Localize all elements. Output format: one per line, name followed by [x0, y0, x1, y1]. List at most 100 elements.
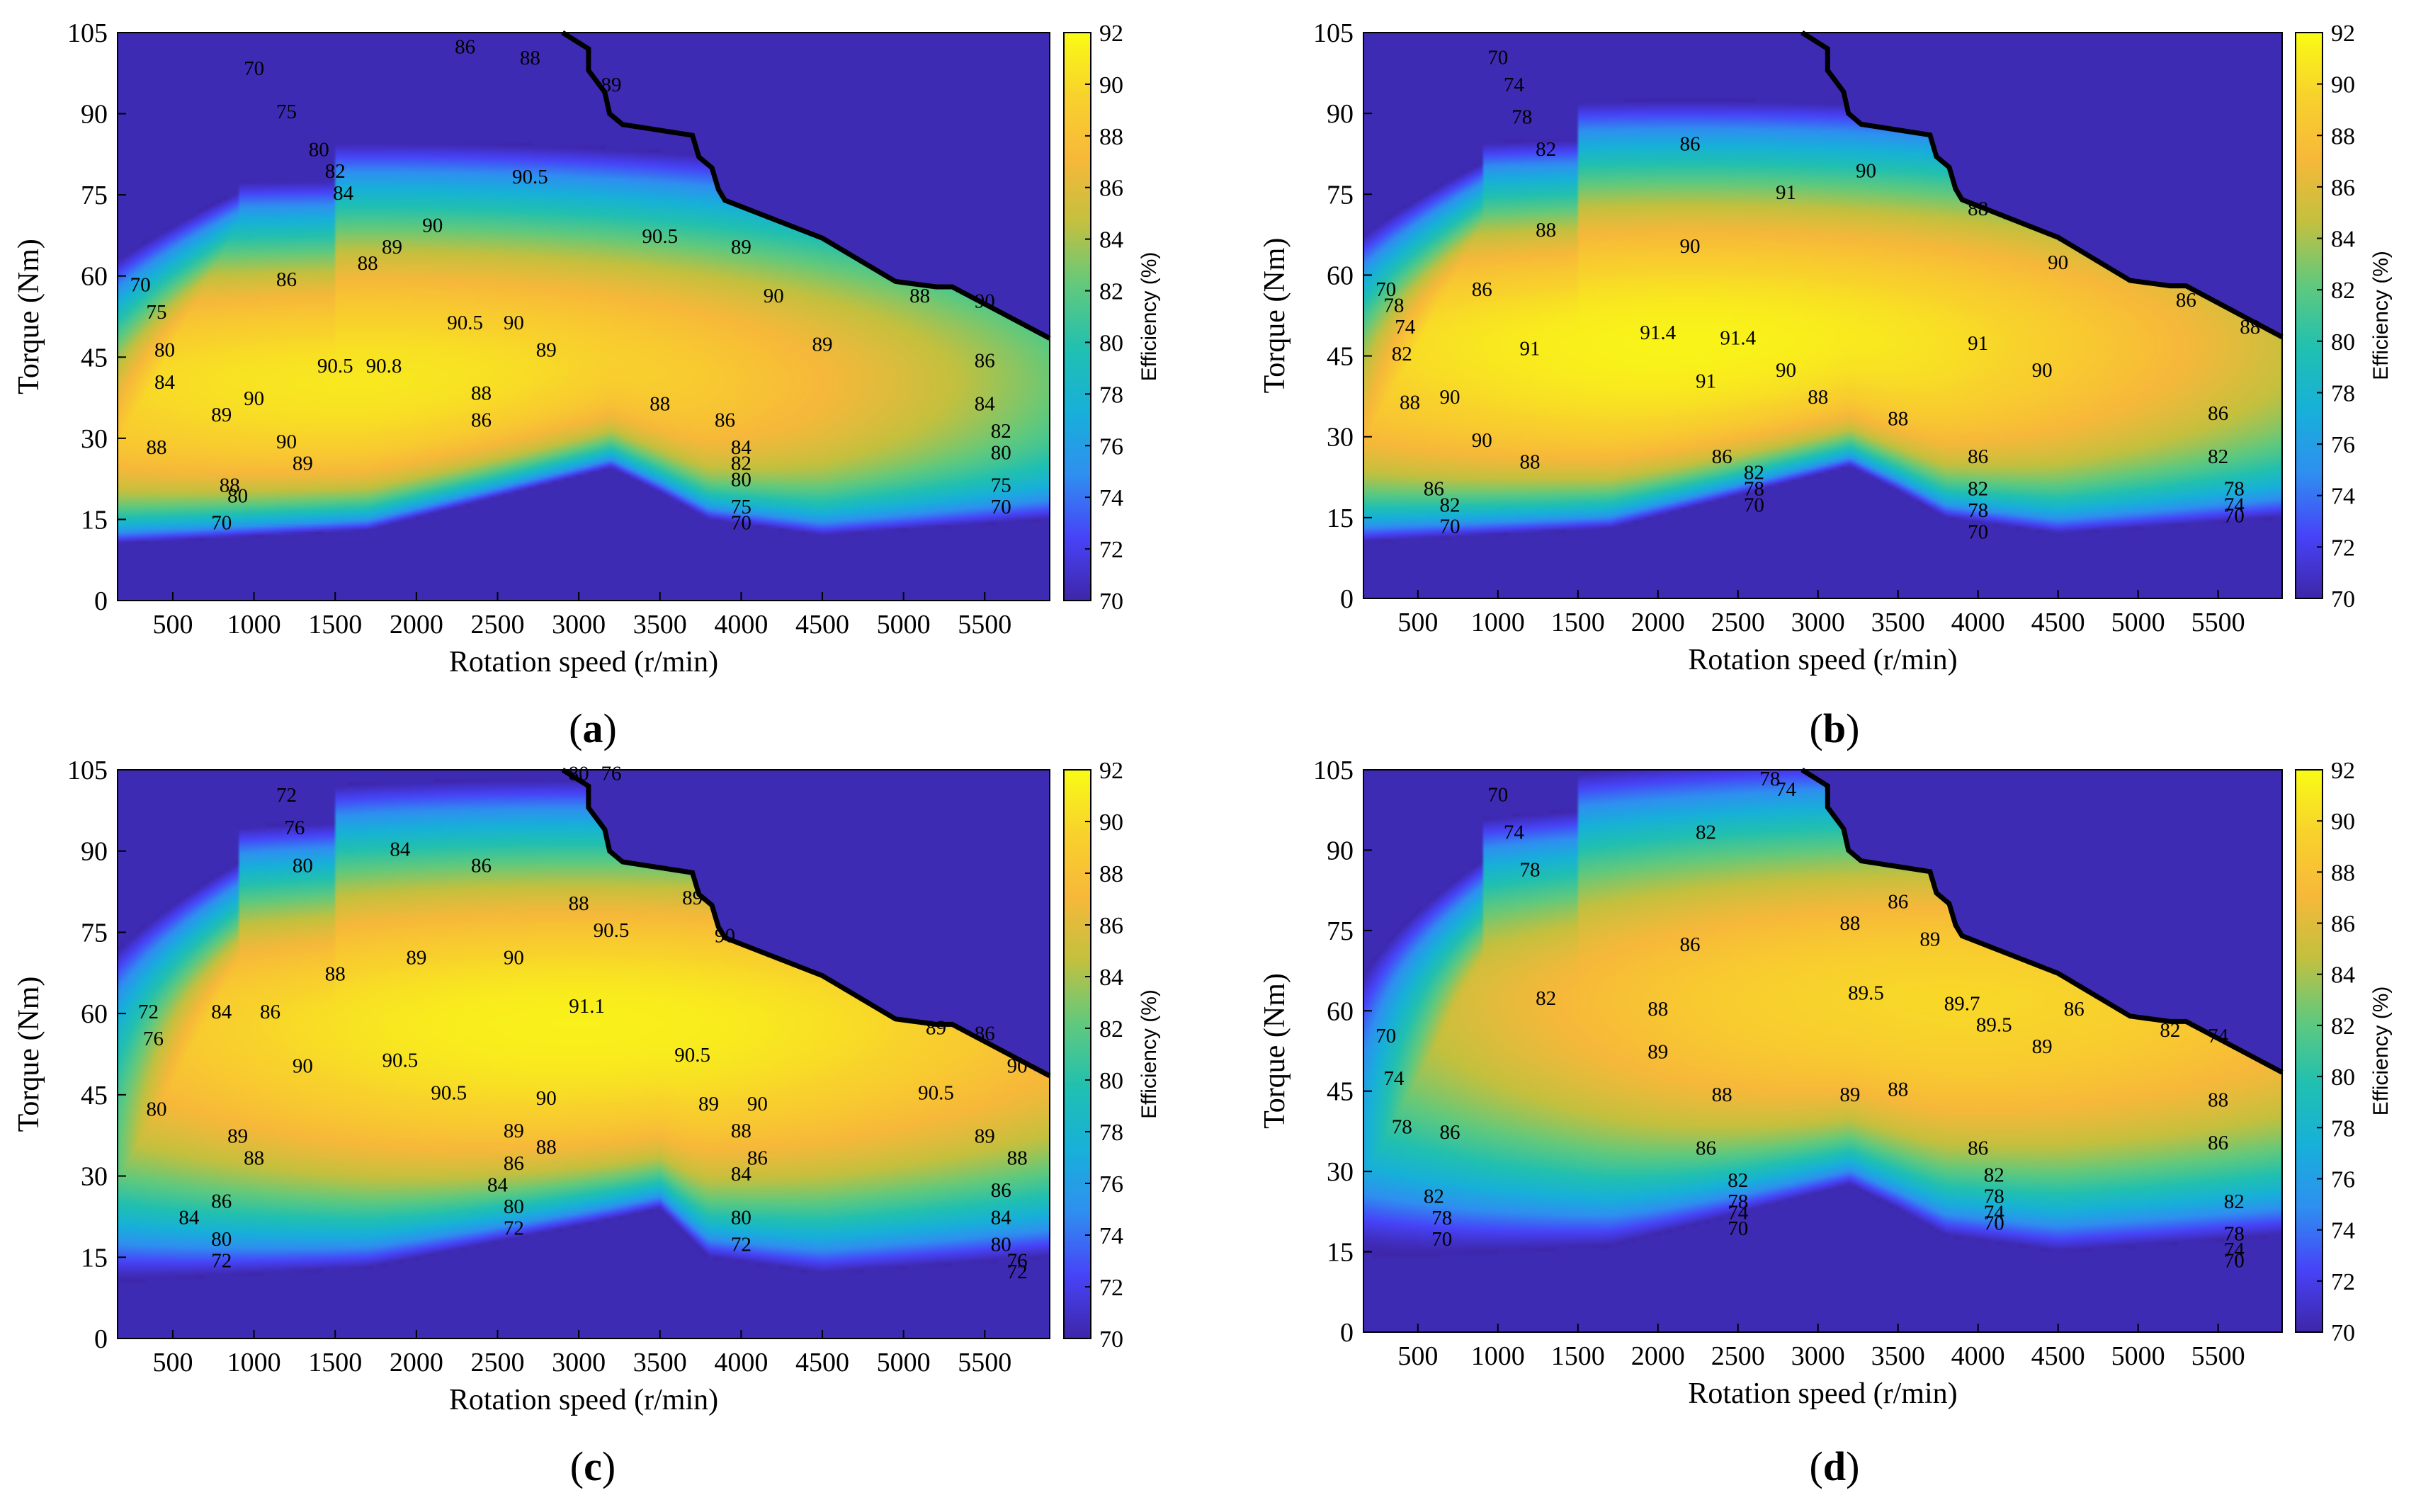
colorbar-tick-label: 82 [1099, 279, 1123, 305]
y-tick-label: 105 [1313, 18, 1354, 48]
contour-label: 75 [731, 496, 752, 518]
contour-label: 88 [325, 962, 346, 985]
x-tick-label: 3000 [1791, 1341, 1845, 1371]
contour-label: 89 [926, 1017, 946, 1040]
contour-label: 70 [1376, 1025, 1396, 1047]
x-tick-label: 1000 [1471, 608, 1525, 637]
colorbar-tick-label: 72 [1099, 1275, 1123, 1301]
x-tick-label: 2500 [1711, 1341, 1765, 1371]
contour-label: 82 [731, 453, 752, 475]
contour-label: 76 [1007, 1250, 1028, 1273]
contour-label: 90.5 [918, 1082, 954, 1105]
contour-label: 86 [1968, 1137, 1988, 1160]
y-tick-label: 60 [81, 999, 108, 1029]
colorbar-tick-label: 74 [2331, 484, 2355, 510]
y-tick-label: 75 [81, 918, 108, 948]
contour-label: 74 [1984, 1201, 2005, 1224]
contour-label: 90 [1472, 429, 1492, 452]
x-tick-label: 500 [152, 1348, 193, 1377]
contour-label: 70 [130, 274, 151, 297]
contour-label: 88 [220, 474, 240, 496]
x-tick-label: 4000 [714, 610, 768, 640]
contour-label: 82 [325, 160, 346, 183]
contour-label: 78 [1512, 106, 1532, 128]
contour-label: 88 [909, 285, 930, 307]
contour-label: 70 [1431, 1228, 1452, 1251]
contour-label: 82 [2224, 1190, 2245, 1213]
contour-label: 86 [1712, 445, 1732, 468]
x-tick-label: 3000 [552, 610, 606, 640]
contour-label: 88 [244, 1147, 264, 1169]
colorbar [2295, 32, 2323, 599]
torque-limit-line [1800, 30, 2284, 339]
colorbar-tick-label: 76 [1099, 1171, 1123, 1198]
contour-label: 80 [991, 1234, 1011, 1256]
contour-label: 88 [536, 1136, 557, 1159]
contour-label: 86 [1968, 445, 1988, 468]
colorbar-tick-label: 84 [1099, 227, 1123, 254]
contour-label: 70 [2224, 505, 2245, 528]
contour-label: 88 [1968, 198, 1988, 220]
y-axis-label: Torque (Nm) [1259, 238, 1291, 394]
contour-label: 70 [211, 512, 232, 535]
contour-label: 88 [147, 436, 167, 459]
colorbar-tick-label: 70 [1099, 589, 1123, 615]
y-tick-label: 60 [81, 262, 108, 292]
x-tick-label: 4500 [2031, 608, 2085, 637]
contour-label: 90.5 [642, 225, 678, 248]
colorbar-tick-label: 70 [2331, 1320, 2355, 1346]
x-tick-label: 4500 [795, 1348, 849, 1377]
contour-label: 88 [1400, 392, 1420, 414]
contour-label: 70 [731, 512, 752, 535]
contour-label: 88 [1007, 1147, 1028, 1169]
panel-caption: (b) [1810, 705, 1860, 751]
contour-label: 78 [1392, 1115, 1412, 1138]
x-tick-label: 5000 [2111, 1341, 2165, 1371]
contour-label: 89 [536, 339, 557, 361]
contour-label: 86 [975, 350, 995, 373]
colorbar-tick-label: 92 [1099, 21, 1123, 47]
y-tick-label: 45 [81, 1081, 108, 1110]
y-tick-label: 0 [1340, 1318, 1354, 1348]
contour-label: 84 [154, 371, 176, 394]
contour-label: 84 [991, 1206, 1012, 1229]
contour-label: 89 [601, 74, 621, 96]
contour-label: 90.8 [366, 355, 402, 377]
axes-frame [117, 32, 1050, 601]
contour-label: 84 [975, 393, 996, 416]
x-tick-label: 5000 [877, 610, 931, 640]
contour-label: 74 [1383, 1067, 1405, 1090]
x-tick-label: 2500 [470, 1348, 524, 1377]
contour-label: 80 [154, 339, 175, 361]
colorbar-tick-label: 84 [1099, 965, 1123, 991]
contour-label: 86 [715, 409, 735, 432]
contour-label: 72 [731, 1234, 752, 1256]
x-tick-label: 1000 [1471, 1341, 1525, 1371]
colorbar-label: Efficiency (%) [2369, 251, 2393, 380]
contour-label: 82 [1968, 477, 1988, 500]
contour-label: 75 [276, 101, 297, 123]
contour-label: 78 [1728, 1190, 1748, 1213]
colorbar-tick-label: 72 [2331, 535, 2355, 561]
x-tick-label: 1000 [227, 1348, 281, 1377]
colorbar-tick-label: 90 [1099, 72, 1123, 98]
contour-label: 86 [2176, 289, 2196, 312]
contour-label: 82 [1536, 987, 1556, 1010]
y-tick-label: 75 [1327, 916, 1354, 946]
contour-label: 89 [682, 887, 703, 909]
contour-label: 90 [293, 1055, 313, 1077]
contour-label: 88 [1808, 386, 1828, 409]
y-tick-label: 90 [81, 837, 108, 867]
contour-label: 72 [276, 784, 297, 807]
colorbar-tick-label: 82 [2331, 278, 2355, 304]
contour-label: 82 [991, 420, 1011, 443]
colorbar-tick-label: 80 [2331, 329, 2355, 356]
x-tick-label: 1500 [1551, 1341, 1605, 1371]
contour-label: 82 [1536, 138, 1556, 161]
y-tick-label: 30 [81, 1162, 108, 1192]
panel-caption: (a) [569, 705, 617, 751]
efficiency-heatmap [1363, 770, 2282, 1332]
